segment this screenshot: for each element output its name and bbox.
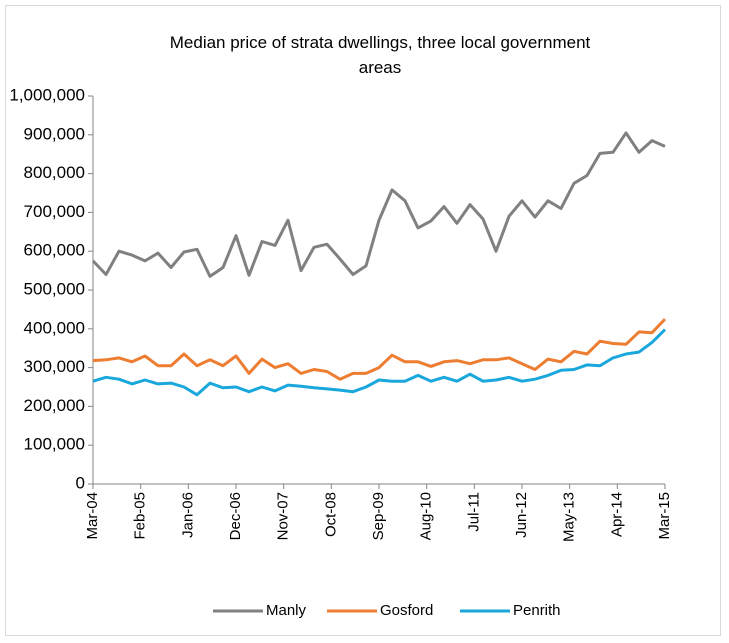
y-tick-label: 100,000 bbox=[24, 435, 85, 454]
y-tick-label: 1,000,000 bbox=[9, 85, 85, 104]
x-tick-label: Mar-04 bbox=[84, 492, 101, 540]
y-tick-label: 500,000 bbox=[24, 279, 85, 298]
x-tick-label: Aug-10 bbox=[418, 492, 435, 540]
x-tick-label: Jun-12 bbox=[513, 492, 530, 538]
x-tick-label: Jan-06 bbox=[179, 492, 196, 538]
y-tick-label: 200,000 bbox=[24, 396, 85, 415]
legend-label: Manly bbox=[266, 602, 307, 619]
y-tick-label: 800,000 bbox=[24, 163, 85, 182]
series-line bbox=[92, 328, 667, 397]
x-tick-label: Nov-07 bbox=[275, 492, 292, 540]
x-tick-label: Oct-08 bbox=[322, 492, 339, 537]
x-tick-label: Sep-09 bbox=[370, 492, 387, 540]
series-line bbox=[91, 131, 666, 278]
x-tick-label: Jul-11 bbox=[465, 492, 482, 532]
y-tick-label: 700,000 bbox=[24, 202, 85, 221]
y-tick-label: 600,000 bbox=[24, 241, 85, 260]
series-line bbox=[92, 318, 667, 381]
y-tick-label: 0 bbox=[76, 473, 85, 492]
chart-title: Median price of strata dwellings, three … bbox=[169, 33, 591, 77]
chart-border bbox=[5, 5, 721, 636]
x-tick-label: May-13 bbox=[561, 492, 578, 542]
y-tick-label: 300,000 bbox=[24, 357, 85, 376]
legend-label: Gosford bbox=[380, 602, 433, 619]
y-tick-label: 900,000 bbox=[24, 124, 85, 143]
x-tick-label: Mar-15 bbox=[656, 492, 673, 540]
x-tick-label: Feb-05 bbox=[132, 492, 149, 540]
x-tick-label: Apr-14 bbox=[608, 492, 625, 537]
y-tick-label: 400,000 bbox=[24, 318, 85, 337]
x-tick-label: Dec-06 bbox=[227, 492, 244, 540]
legend-label: Penrith bbox=[513, 602, 561, 619]
